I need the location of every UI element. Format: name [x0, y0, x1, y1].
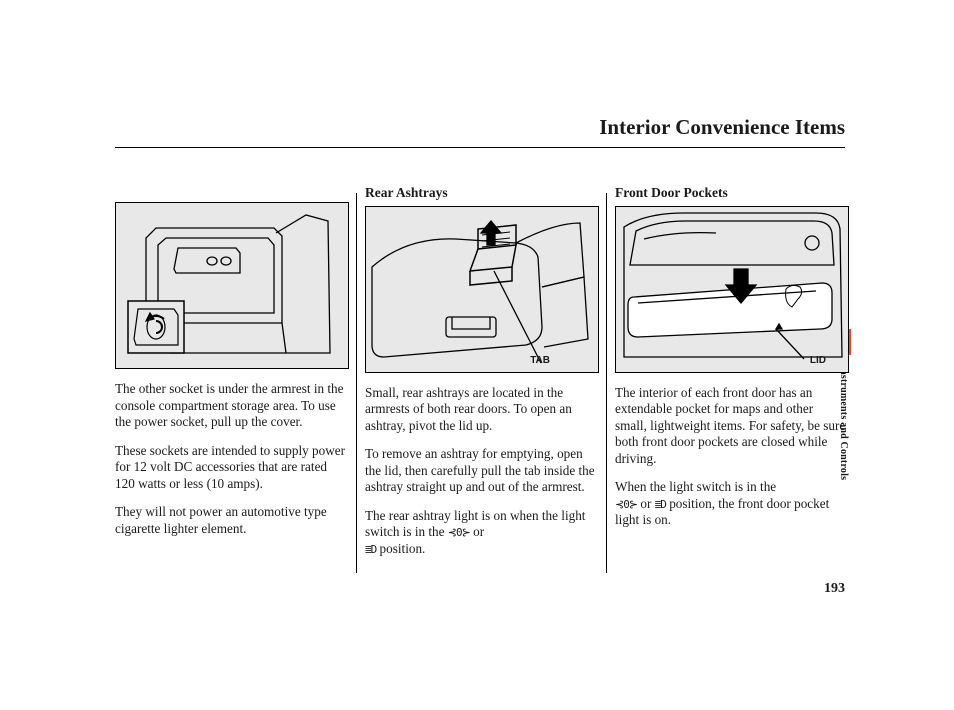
col2-para-2: To remove an ashtray for emptying, open … — [365, 446, 597, 496]
column-1: The other socket is under the armrest in… — [115, 185, 347, 615]
figure-rear-ashtray: TAB — [365, 206, 599, 373]
column-2: Rear Ashtrays — [365, 185, 597, 615]
headlights-icon: ≣D — [365, 543, 376, 556]
parking-lights-icon: ⊰0⊱ — [615, 498, 637, 511]
col1-para-1: The other socket is under the armrest in… — [115, 381, 347, 431]
col1-para-2: These sockets are intended to supply pow… — [115, 443, 347, 493]
page-number: 193 — [824, 581, 845, 597]
col2-para-3: The rear ashtray light is on when the li… — [365, 508, 597, 558]
col2-heading: Rear Ashtrays — [365, 185, 597, 202]
figure-door-pocket: LID — [615, 206, 849, 373]
col3-heading: Front Door Pockets — [615, 185, 847, 202]
column-divider-1 — [356, 193, 357, 573]
col3-para-1: The interior of each front door has an e… — [615, 385, 847, 468]
parking-lights-icon: ⊰0⊱ — [448, 526, 470, 539]
column-3: Front Door Pockets — [615, 185, 847, 615]
col1-para-3: They will not power an automotive type c… — [115, 504, 347, 537]
figure-label-tab: TAB — [530, 355, 550, 368]
column-divider-2 — [606, 193, 607, 573]
figure-power-socket — [115, 202, 349, 369]
headlights-icon: ≣D — [655, 498, 666, 511]
col3-para-2: When the light switch is in the ⊰0⊱ or ≣… — [615, 479, 847, 529]
figure-label-lid: LID — [810, 355, 826, 368]
title-rule — [115, 147, 845, 148]
page-title: Interior Convenience Items — [599, 115, 845, 140]
col2-para-1: Small, rear ashtrays are located in the … — [365, 385, 597, 435]
